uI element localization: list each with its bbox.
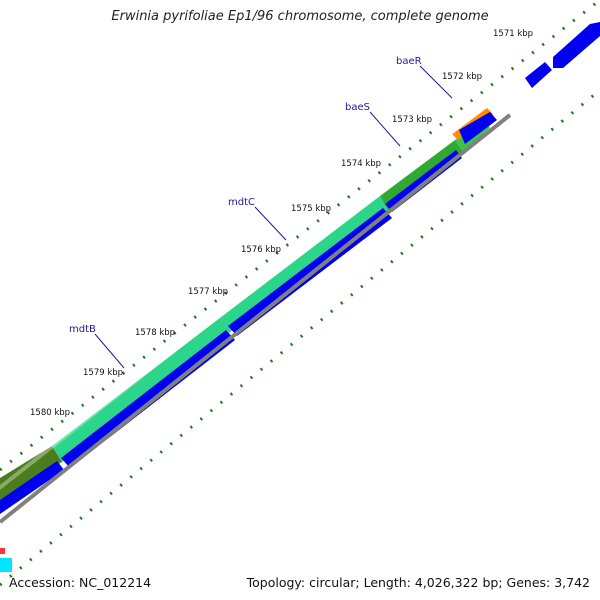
outer-dotted-ring [0, 0, 600, 472]
tick-1576: 1576 kbp [241, 245, 281, 255]
gene-label-mdtB[interactable]: mdtB [69, 324, 96, 335]
olive-segment[interactable] [0, 446, 62, 500]
tick-1572: 1572 kbp [442, 72, 482, 82]
cds-arrow-top-2[interactable] [525, 62, 552, 88]
highlight-stripe [0, 102, 489, 490]
gene-label-mdtC[interactable]: mdtC [228, 197, 255, 208]
cds-arrow-2[interactable] [61, 330, 235, 468]
tick-1575: 1575 kbp [291, 204, 331, 214]
cds-arrow-1[interactable] [0, 461, 64, 514]
gene-label-baeR[interactable]: baeR [396, 56, 422, 67]
teal-segment[interactable] [52, 196, 388, 462]
gene-label-baeS[interactable]: baeS [345, 102, 370, 113]
tick-1580: 1580 kbp [30, 408, 70, 418]
tick-1574: 1574 kbp [341, 159, 381, 169]
leader-baeS [369, 111, 401, 147]
cds-arrow-4[interactable] [385, 150, 462, 212]
tick-1571: 1571 kbp [493, 29, 533, 39]
tick-1577: 1577 kbp [188, 287, 228, 297]
cds-arrow-5[interactable] [459, 112, 497, 144]
map-title: Erwinia pyrifoliae Ep1/96 chromosome, co… [111, 9, 489, 24]
cyan-feature[interactable] [0, 558, 12, 572]
cds-arrow-top-1[interactable] [553, 22, 600, 68]
leader-mdtB [94, 333, 125, 369]
genome-summary: Topology: circular; Length: 4,026,322 bp… [246, 575, 590, 590]
red-feature[interactable] [0, 548, 5, 554]
tick-1578: 1578 kbp [135, 328, 175, 338]
leader-mdtC [254, 206, 287, 241]
leader-baeR [419, 65, 453, 99]
backbone-line [0, 113, 512, 524]
tick-1573: 1573 kbp [392, 115, 432, 125]
accession-label: Accession: NC_012214 [9, 575, 152, 590]
inner-dotted-ring [0, 88, 600, 587]
tick-1579: 1579 kbp [83, 368, 123, 378]
